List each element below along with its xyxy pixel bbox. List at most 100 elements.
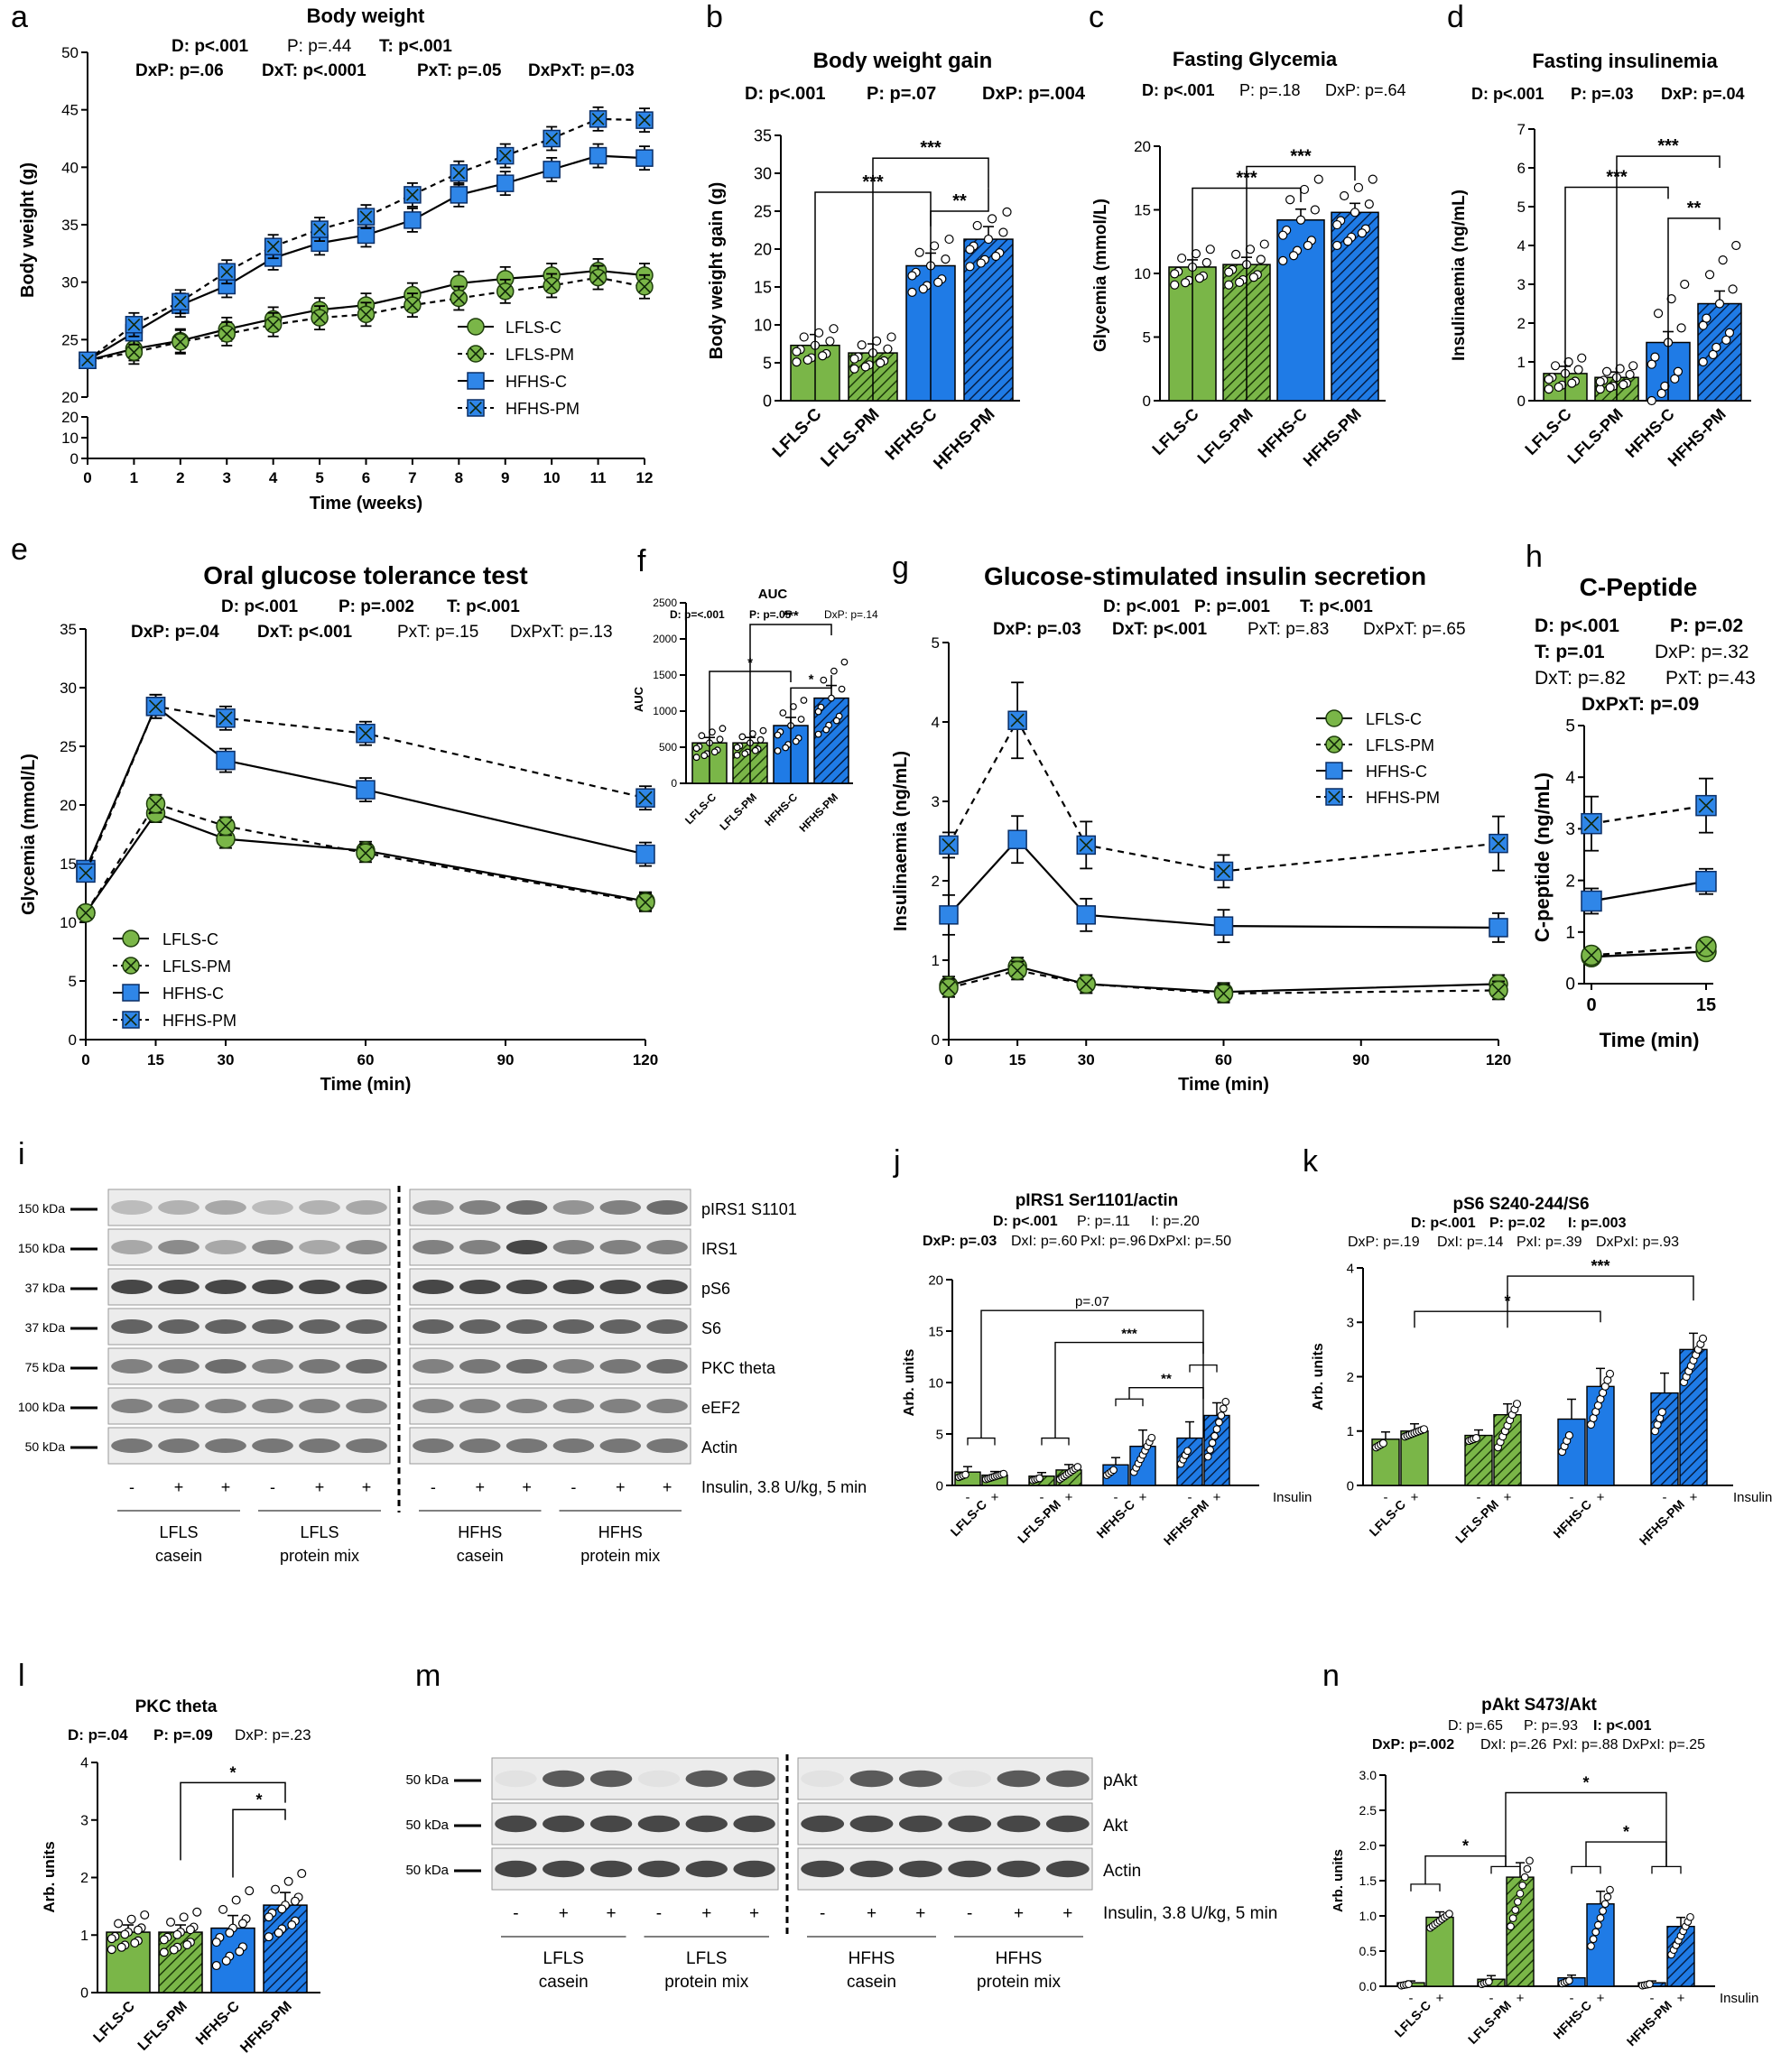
- panel-e-stat-6: DxPxT: p=.13: [510, 623, 613, 642]
- blot-m-group-sublabel: casein: [539, 1973, 589, 1992]
- panel-c-category-label: LFLS-C: [1148, 405, 1201, 458]
- panel-d-y-tick-label: 4: [1517, 237, 1526, 254]
- panel-e-stat-3: DxP: p=.04: [131, 623, 219, 642]
- panel-c-dot: [1357, 228, 1368, 238]
- panel-b-dot: [918, 284, 928, 294]
- blot-i-band: [111, 1319, 153, 1334]
- panel-f-dot: [822, 726, 830, 734]
- panel-e-y-tick-label: 35: [60, 621, 77, 638]
- panel-k-stat-3: DxP: p=.19: [1348, 1235, 1420, 1250]
- blot-m-band: [495, 1815, 537, 1833]
- panel-e-x-tick-label: 90: [497, 1051, 515, 1068]
- panel-a-point-lfls-pm-cross: [498, 284, 512, 298]
- blot-m-kda-label: 50 kDa: [405, 1863, 449, 1878]
- panel-c-dot: [1299, 184, 1310, 195]
- panel-d-dot: [1567, 378, 1577, 388]
- panel-e-point-hfhs-pm-cross: [218, 711, 233, 726]
- panel-c-bar-hfhs-pm: [1331, 211, 1379, 402]
- panel-k-dot: [1605, 1369, 1615, 1378]
- panel-c-dot: [1245, 245, 1256, 254]
- blot-i-band: [599, 1399, 642, 1413]
- panel-b-y-tick-label: 15: [754, 278, 772, 296]
- blot-i-band: [506, 1280, 548, 1294]
- blot-i-band: [506, 1319, 548, 1334]
- blot-i-band: [346, 1438, 387, 1453]
- panel-f-sig-label: *: [809, 671, 814, 687]
- blot-i-band: [111, 1399, 153, 1413]
- panel-l-dot: [159, 1935, 169, 1945]
- panel-j-sig-label: **: [1161, 1372, 1172, 1387]
- blot-i-band: [205, 1240, 246, 1254]
- panel-b-ylabel: Body weight gain (g): [707, 182, 727, 360]
- panel-f-y-tick-label: 2000: [653, 633, 677, 645]
- panel-n-sig-label: *: [1582, 1774, 1589, 1792]
- panel-k-insulin-label: Insulin: [1733, 1490, 1772, 1505]
- panel-k-y-tick-label: 1: [1347, 1424, 1354, 1439]
- panel-d-dot: [1721, 335, 1731, 345]
- panel-g-stat-4: DxT: p<.001: [1112, 620, 1208, 639]
- blot-i-band: [252, 1240, 293, 1254]
- panel-label-h: h: [1526, 540, 1543, 574]
- panel-e-stat-1: P: p=.002: [339, 597, 414, 616]
- panel-c-dot: [1364, 199, 1374, 209]
- panel-e-y-tick-label: 30: [60, 680, 77, 697]
- panel-g-point-hfhs-c: [1213, 916, 1234, 936]
- blot-i-kda-label: 100 kDa: [18, 1400, 65, 1414]
- panel-b-dot: [907, 287, 917, 297]
- blot-m-insulin-sign: +: [867, 1904, 877, 1923]
- blot-i-band: [111, 1240, 153, 1254]
- panel-d: Fasting insulinemia D: p<.001 P: p=.03 DxP:…: [1450, 50, 1751, 470]
- panel-c-dot: [1231, 249, 1241, 259]
- panel-k-insulin-sign: -: [1663, 1490, 1667, 1505]
- panel-n-dot: [1516, 1889, 1525, 1898]
- panel-f-dot: [733, 744, 741, 752]
- panel-b-title: Body weight gain: [813, 49, 993, 73]
- panel-c-dot: [1191, 249, 1201, 259]
- panel-l-dot: [211, 1961, 221, 1971]
- blot-i-insulin-sign: +: [475, 1478, 485, 1496]
- panel-a-point-lfls-pm-cross: [313, 311, 326, 325]
- panel-c-y-tick-label: 20: [1134, 138, 1151, 155]
- panel-f-dot: [830, 667, 838, 675]
- panel-e-legend-label: HFHS-C: [162, 985, 224, 1003]
- panel-j-group-bracket: [1041, 1437, 1070, 1446]
- blot-i-protein-label: Actin: [701, 1438, 737, 1457]
- panel-l-y-tick-label: 1: [80, 1929, 88, 1944]
- blot-i-band: [552, 1359, 595, 1374]
- panel-j-stat-1: P: p=.11: [1077, 1214, 1130, 1229]
- blot-m-insulin-label: Insulin, 3.8 U/kg, 5 min: [1103, 1904, 1277, 1923]
- panel-g-point-lfls-pm-cross: [1491, 983, 1506, 998]
- blot-m-insulin-sign: -: [820, 1904, 825, 1923]
- panel-f-title: AUC: [758, 587, 788, 602]
- panel-a-stat-0: D: p<.001: [172, 37, 248, 56]
- panel-h-stat-2: T: p=.01: [1535, 642, 1605, 662]
- panel-g-x-tick-label: 0: [944, 1051, 952, 1068]
- panel-e-point-hfhs-c: [356, 780, 376, 800]
- panel-e-x-tick-label: 120: [633, 1051, 658, 1068]
- panel-j-insulin-sign: +: [991, 1490, 999, 1505]
- panel-n-stat-5: PxI: p=.88: [1553, 1737, 1619, 1753]
- panel-a-point-hfhs-c: [357, 226, 376, 245]
- panel-c-stat-0: D: p<.001: [1142, 81, 1215, 99]
- panel-e: Oral glucose tolerance test D: p<.001 P: p…: [19, 561, 658, 1095]
- panel-b-category-label: LFLS-PM: [817, 405, 883, 471]
- blot-i-band: [111, 1438, 153, 1453]
- panel-k-y-tick-label: 2: [1347, 1370, 1354, 1385]
- panel-f-category-label: LFLS-PM: [717, 791, 759, 833]
- blot-m-band: [637, 1770, 681, 1788]
- blot-i-band: [506, 1200, 548, 1215]
- panel-l-category-label: HFHS-PM: [237, 1999, 295, 2057]
- panel-k-y-tick-label: 4: [1347, 1261, 1354, 1276]
- blot-i-band: [413, 1319, 454, 1334]
- blot-i-band: [158, 1240, 199, 1254]
- panel-l-dot: [114, 1919, 124, 1929]
- panel-l-ylabel: Arb. units: [41, 1841, 58, 1912]
- panel-a-point-hfhs-pm-cross: [220, 265, 234, 279]
- blot-m-band: [495, 1770, 537, 1788]
- panel-g-point-hfhs-c: [1076, 905, 1096, 925]
- panel-b-dot: [933, 277, 943, 287]
- blot-i-membrane: [107, 1268, 391, 1306]
- blot-m-membrane: [797, 1847, 1093, 1891]
- panel-c-stat-2: DxP: p=.64: [1325, 81, 1406, 99]
